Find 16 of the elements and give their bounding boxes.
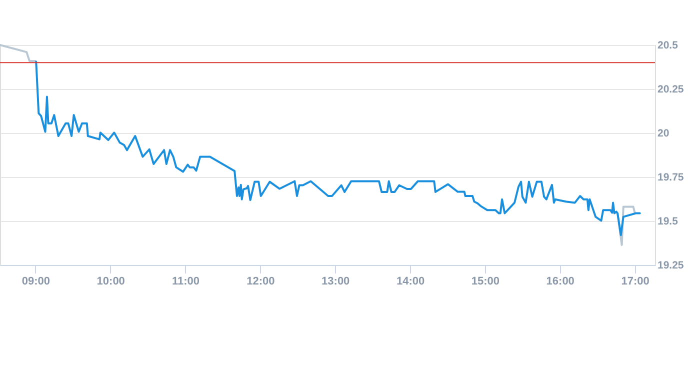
x-tick-label: 13:00 <box>322 276 350 288</box>
x-tick-label: 09:00 <box>22 276 50 288</box>
x-tick-label: 14:00 <box>396 276 425 288</box>
x-tick-label: 11:00 <box>172 276 200 288</box>
x-tick-label: 10:00 <box>96 276 125 288</box>
y-tick-label: 19.75 <box>658 172 684 184</box>
y-tick-label: 20.5 <box>658 40 678 52</box>
x-tick-label: 16:00 <box>546 276 574 288</box>
y-tick-label: 20.25 <box>658 84 684 96</box>
line-series <box>35 60 641 236</box>
x-tick-label: 12:00 <box>246 276 275 288</box>
x-tick-label: 15:00 <box>471 276 500 288</box>
x-tick-label: 17:00 <box>621 276 650 288</box>
y-tick-label: 19.5 <box>658 216 678 228</box>
y-tick-label: 19.25 <box>658 260 684 272</box>
y-tick-label: 20 <box>658 128 670 140</box>
